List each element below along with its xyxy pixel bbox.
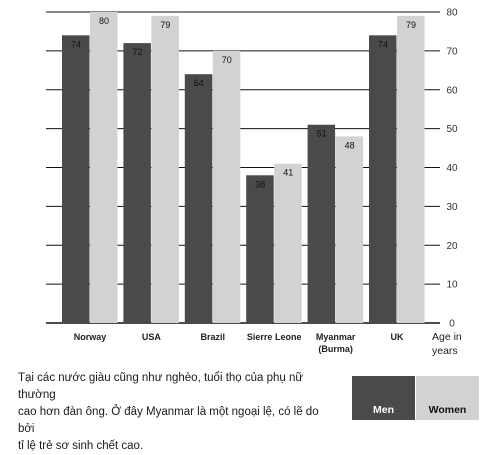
caption-line-3: tỉ lệ trẻ sơ sinh chết cao.	[18, 440, 144, 452]
y-tick-0: 0	[449, 319, 455, 330]
value-label-women-5: 79	[406, 20, 416, 30]
caption-line-2: cao hơn đàn ông. Ở đây Myanmar là một ng…	[18, 406, 319, 435]
legend-men-label: Men	[373, 404, 394, 416]
value-labels: 74 80 72 79 64 70 38 41 51 48 74 79	[71, 16, 416, 189]
category-label-1: USA	[142, 332, 162, 342]
y-tick-70: 70	[446, 46, 458, 57]
bar-women-0	[90, 12, 118, 323]
bar-men-0	[62, 35, 90, 323]
bars	[62, 12, 425, 323]
bar-men-4	[307, 124, 336, 323]
category-label-5: UK	[391, 332, 404, 342]
y-tick-50: 50	[446, 124, 458, 135]
caption-line-1: Tại các nước giàu cũng như nghèo, tuổi t…	[18, 372, 304, 401]
axis-label-line-2: years	[432, 345, 458, 357]
value-label-men-0: 74	[71, 39, 81, 49]
value-label-women-3: 41	[283, 168, 293, 178]
caption: Tại các nước giàu cũng như nghèo, tuổi t…	[18, 370, 338, 455]
category-sublabel-4: (Burma)	[318, 344, 353, 354]
category-label-0: Norway	[74, 332, 107, 342]
y-tick-10: 10	[446, 280, 458, 291]
legend-men: Men	[352, 376, 415, 420]
y-tick-60: 60	[446, 85, 458, 96]
bar-men-3	[246, 175, 274, 323]
bar-men-5	[369, 35, 397, 323]
y-tick-40: 40	[446, 163, 458, 174]
category-label-3: Sierre Leone	[247, 332, 302, 342]
bar-women-4	[335, 136, 364, 323]
value-label-men-4: 51	[317, 129, 327, 139]
value-label-men-5: 74	[378, 39, 388, 49]
bar-men-2	[184, 74, 213, 323]
y-tick-80: 80	[446, 8, 458, 19]
life-expectancy-chart: 74 80 72 79 64 70 38 41 51 48 74 79 0 10 20 30 40 50 60 70…	[46, 8, 462, 357]
bar-women-3	[274, 163, 302, 323]
value-label-women-0: 80	[99, 16, 109, 26]
legend-women-label: Women	[428, 404, 467, 416]
y-tick-20: 20	[446, 241, 458, 252]
value-label-men-1: 72	[132, 47, 142, 57]
value-label-men-2: 64	[194, 78, 204, 88]
value-label-women-1: 79	[160, 20, 170, 30]
value-label-women-2: 70	[222, 55, 232, 65]
category-labels: Norway USA Brazil Sierre Leone Myanmar (Burma…	[74, 332, 404, 354]
y-tick-labels: 0 10 20 30 40 50 60 70 80	[446, 8, 458, 330]
bar-men-1	[123, 43, 151, 323]
category-label-4: Myanmar	[316, 332, 356, 342]
axis-label-line-1: Age in	[432, 331, 462, 343]
category-label-2: Brazil	[201, 332, 226, 342]
legend-women: Women	[416, 376, 479, 420]
y-tick-30: 30	[446, 202, 458, 213]
bar-women-5	[397, 15, 425, 323]
value-label-women-4: 48	[345, 140, 355, 150]
bar-women-2	[212, 50, 241, 323]
bar-women-1	[151, 15, 179, 323]
value-label-men-3: 38	[255, 179, 265, 189]
